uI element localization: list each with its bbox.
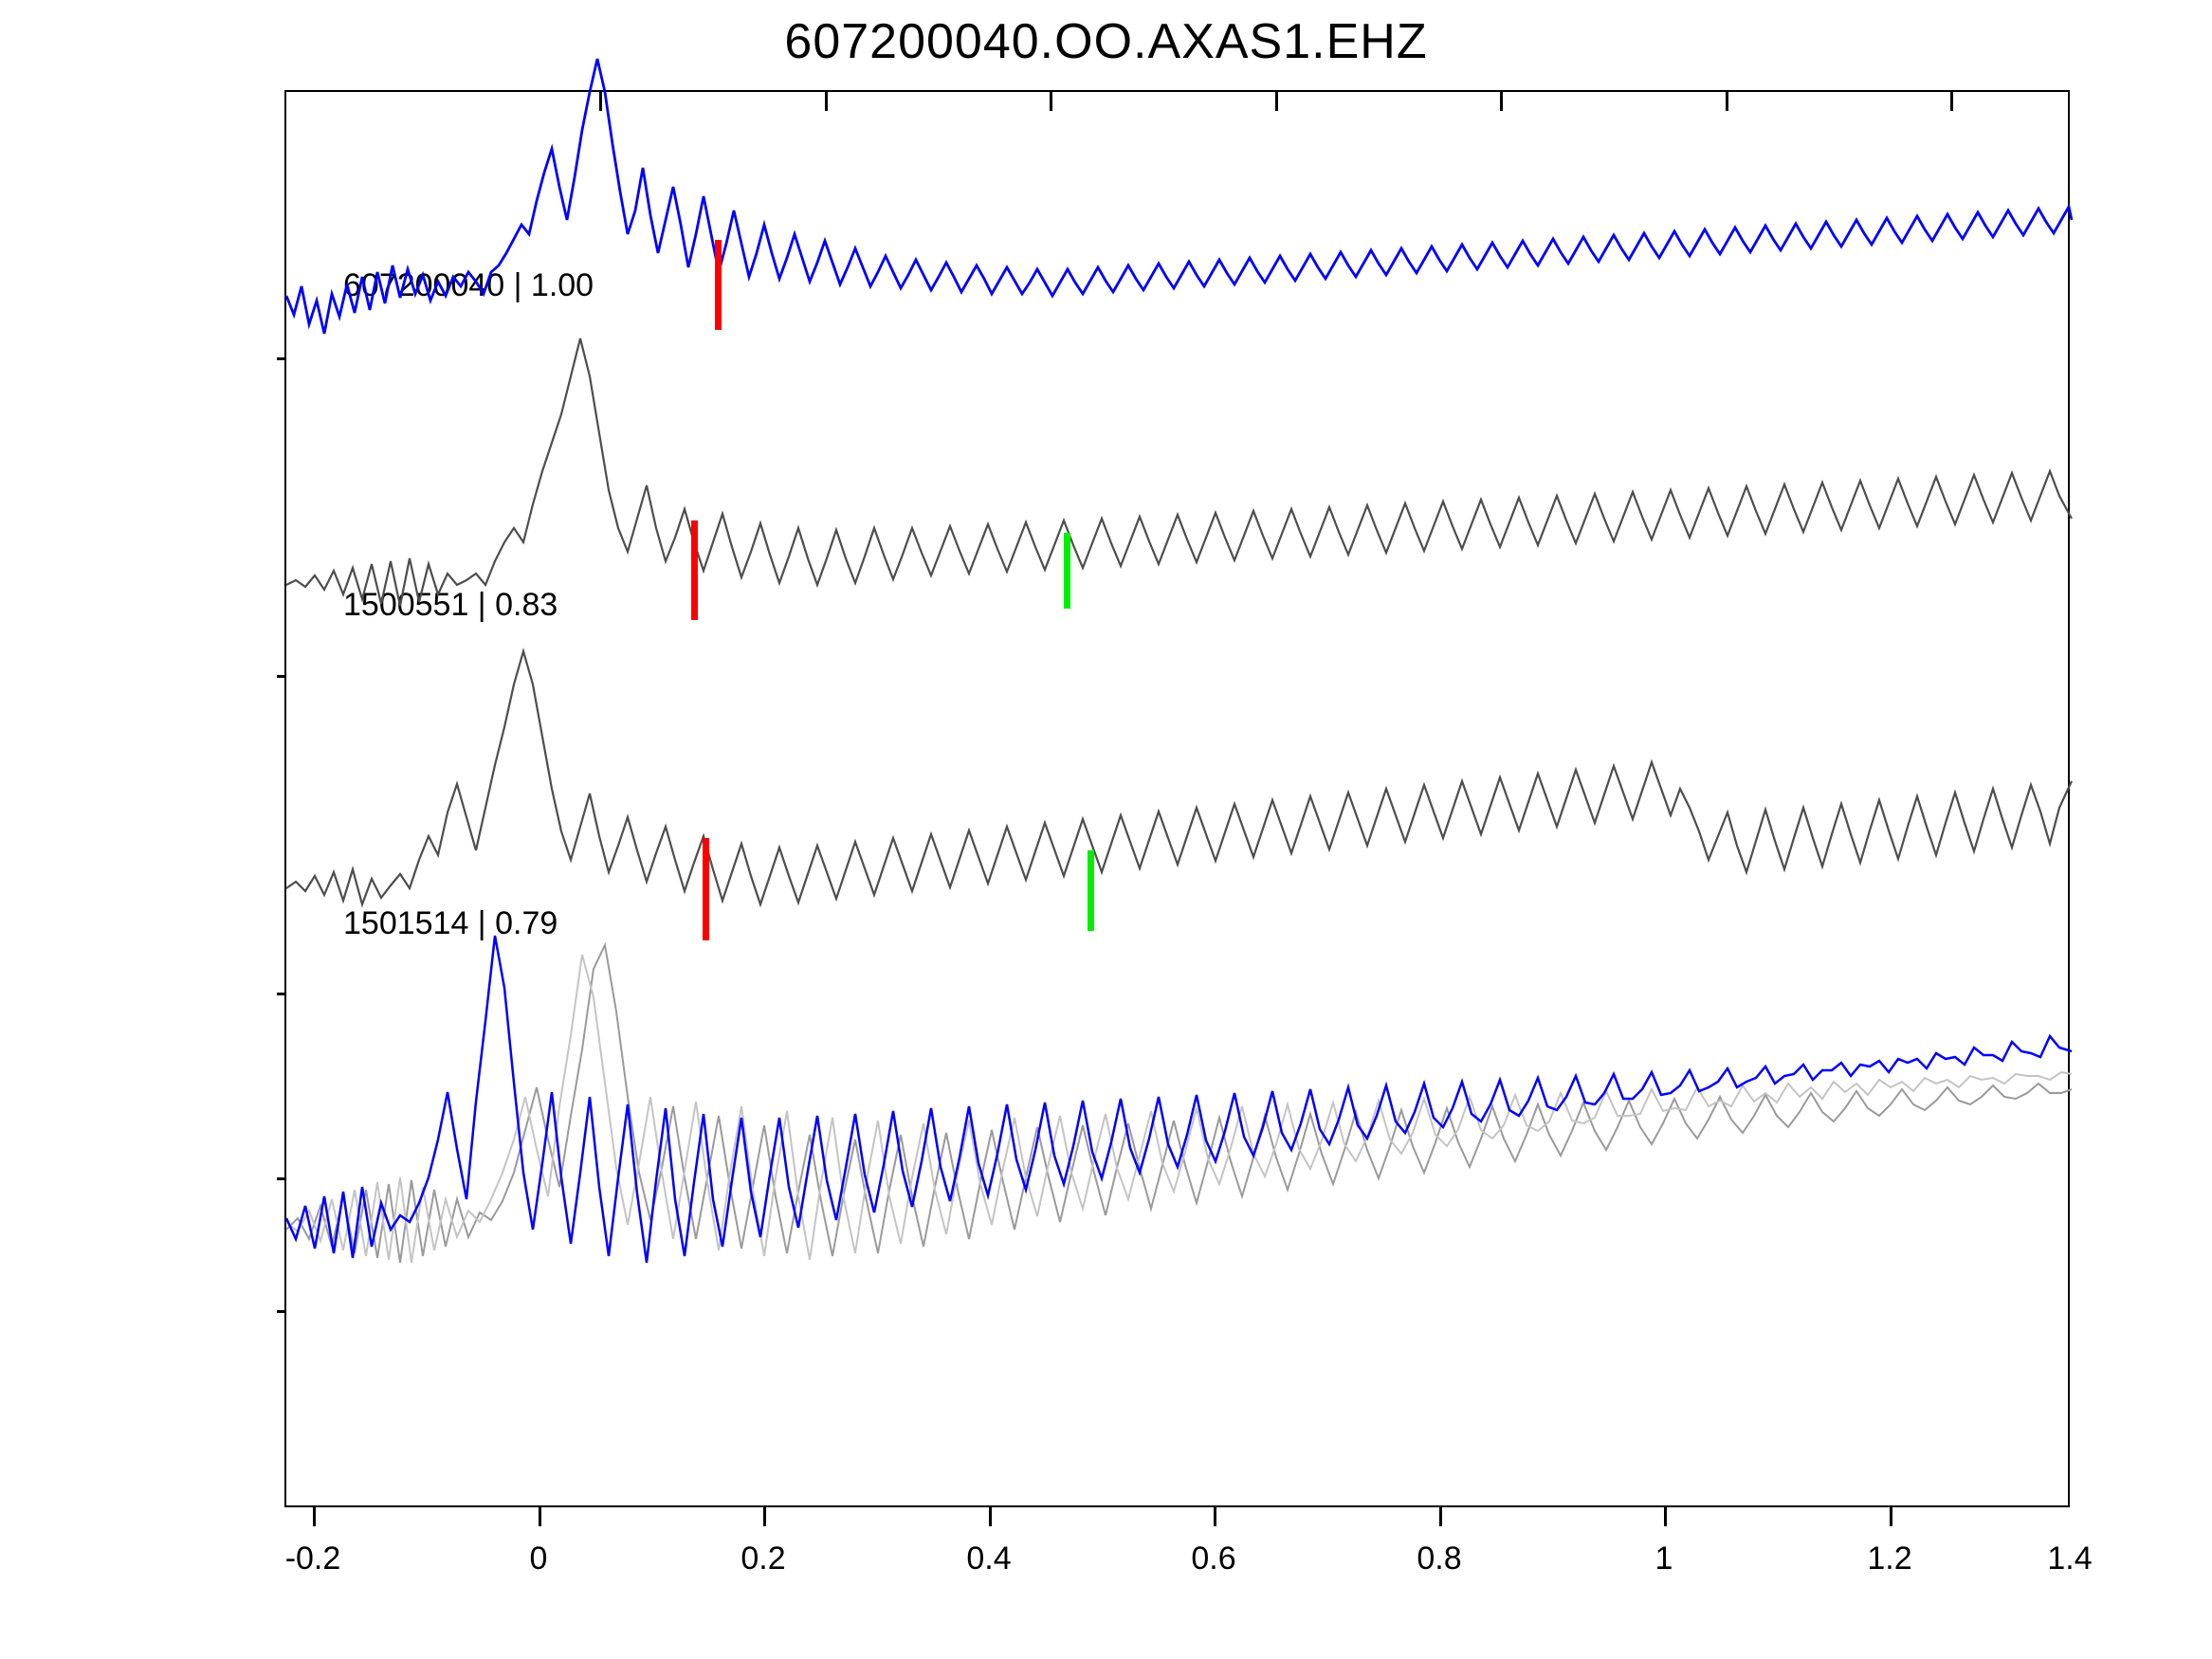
xaxis-tick-top <box>1500 92 1503 111</box>
xaxis-tick-top <box>599 92 602 111</box>
marker-red-1500551 <box>691 520 698 620</box>
page-title: 607200040.OO.AXAS1.EHZ <box>0 13 2212 70</box>
xaxis-label-1[interactable]: 1 <box>1655 1540 1673 1577</box>
xaxis-label-0-6[interactable]: 0.6 <box>1191 1540 1235 1577</box>
yaxis-tick <box>277 357 286 360</box>
xaxis-tick <box>763 1507 766 1526</box>
yaxis-tick <box>277 675 286 678</box>
xaxis-tick-top <box>825 92 828 111</box>
xaxis-tick <box>1664 1507 1667 1526</box>
yaxis-tick <box>277 1177 286 1180</box>
xaxis-label-1-4[interactable]: 1.4 <box>2047 1540 2092 1577</box>
waveform-1501514 <box>286 817 2072 1102</box>
xaxis-label-0[interactable]: 0 <box>530 1540 548 1577</box>
marker-red-607200040 <box>715 240 722 330</box>
waveform-1500551 <box>286 500 2072 784</box>
xaxis-tick <box>989 1507 992 1526</box>
xaxis-tick-top <box>1950 92 1953 111</box>
xaxis-tick <box>1890 1507 1892 1526</box>
xaxis-tick-top <box>1726 92 1728 111</box>
xaxis-label-0-8[interactable]: 0.8 <box>1417 1540 1461 1577</box>
xaxis-label-1-2[interactable]: 1.2 <box>1867 1540 1911 1577</box>
marker-green-1501514 <box>1088 850 1094 931</box>
waveform-stack-blue <box>286 1135 2072 1457</box>
waveform-607200040 <box>286 182 2072 466</box>
xaxis-label-0-2[interactable]: 0.2 <box>740 1540 785 1577</box>
yaxis-tick <box>277 993 286 995</box>
marker-red-1501514 <box>703 838 709 940</box>
xaxis-label--0-2[interactable]: -0.2 <box>285 1540 341 1577</box>
xaxis-label-0-4[interactable]: 0.4 <box>966 1540 1011 1577</box>
seismogram-figure: 607200040.OO.AXAS1.EHZ 607200040 | 1.00 … <box>0 0 2212 1659</box>
marker-green-1500551 <box>1064 533 1070 609</box>
xaxis-tick <box>1214 1507 1216 1526</box>
xaxis-tick-top <box>1275 92 1278 111</box>
xaxis-tick-top <box>1050 92 1052 111</box>
xaxis-ticks-container <box>284 1507 2070 1526</box>
xaxis-tick <box>539 1507 541 1526</box>
plot-area: 607200040 | 1.00 1500551 | 0.83 1501514 … <box>284 90 2070 1507</box>
xaxis-tick <box>1439 1507 1442 1526</box>
yaxis-tick <box>277 1310 286 1313</box>
xaxis-tick <box>313 1507 316 1526</box>
